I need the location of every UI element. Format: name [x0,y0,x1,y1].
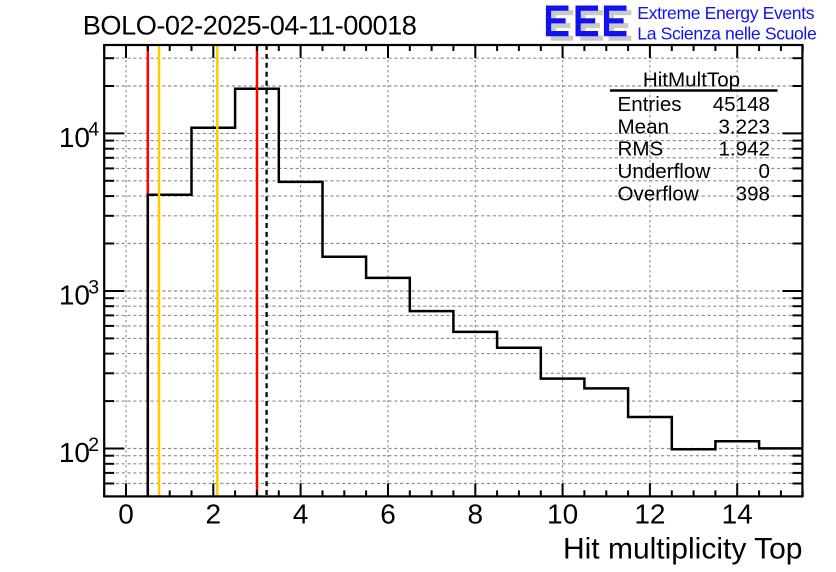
svg-text:0: 0 [118,498,134,529]
svg-text:Underflow: Underflow [618,160,711,183]
svg-text:2: 2 [206,498,222,529]
svg-text:14: 14 [722,498,753,529]
svg-text:2: 2 [88,434,99,456]
svg-text:Entries: Entries [618,93,682,116]
svg-text:10: 10 [59,122,90,153]
svg-text:8: 8 [468,498,484,529]
svg-text:Mean: Mean [618,115,670,138]
svg-text:1.942: 1.942 [718,138,770,161]
svg-text:10: 10 [59,437,90,468]
svg-text:4: 4 [88,119,99,141]
svg-text:Hit multiplicity Top: Hit multiplicity Top [563,533,803,566]
svg-text:RMS: RMS [618,138,664,161]
svg-text:4: 4 [293,498,309,529]
svg-text:10: 10 [59,280,90,311]
svg-text:12: 12 [634,498,665,529]
svg-text:La Scienza nelle Scuole: La Scienza nelle Scuole [637,24,816,44]
svg-text:Extreme Energy Events: Extreme Energy Events [637,3,814,23]
svg-text:3: 3 [88,276,99,298]
svg-text:0: 0 [759,160,770,183]
svg-text:HitMultTop: HitMultTop [643,68,740,91]
svg-text:6: 6 [380,498,396,529]
svg-text:45148: 45148 [713,93,770,116]
svg-text:3.223: 3.223 [718,115,770,138]
svg-text:Overflow: Overflow [618,182,699,205]
svg-text:10: 10 [547,498,578,529]
svg-text:398: 398 [736,182,770,205]
svg-text:BOLO-02-2025-04-11-00018: BOLO-02-2025-04-11-00018 [83,10,417,41]
